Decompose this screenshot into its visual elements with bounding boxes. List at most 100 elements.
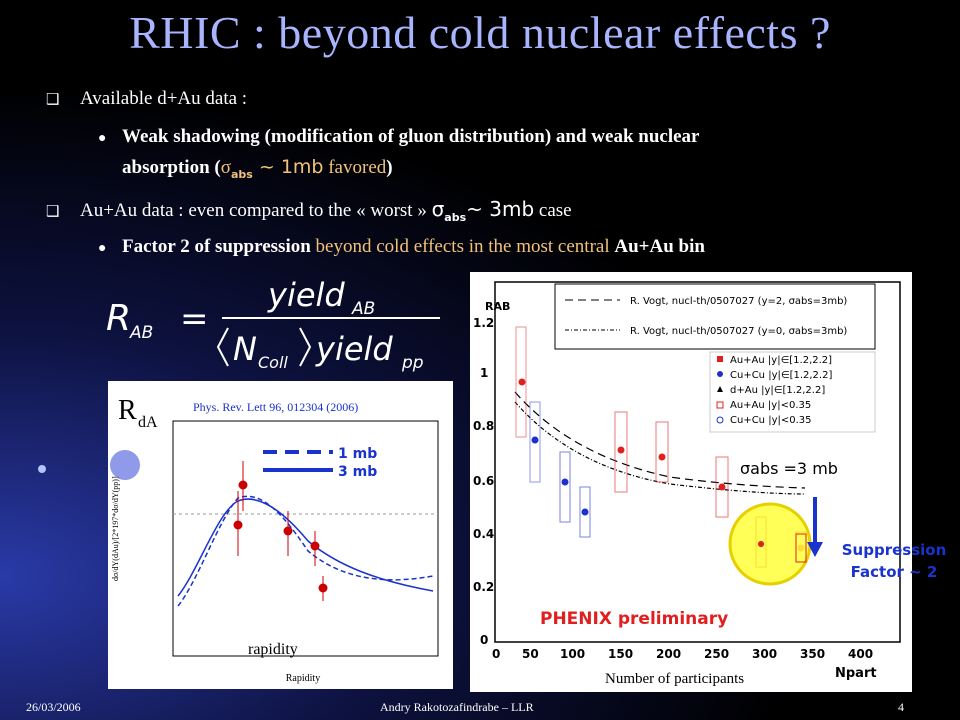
footer-page: 4 <box>898 700 904 714</box>
planet-decoration-2 <box>110 450 140 480</box>
paren-close: ) <box>386 157 393 178</box>
sigma-value: ~ 3mb <box>466 197 535 221</box>
angle-right-icon <box>299 327 312 367</box>
svg-text:0: 0 <box>480 633 488 647</box>
sigma-symbol: σ <box>431 197 445 221</box>
svg-text:150: 150 <box>608 647 633 661</box>
svg-text:100: 100 <box>560 647 585 661</box>
footer-date: 26/03/2006 <box>26 700 81 714</box>
rapidity-label: rapidity <box>248 641 298 658</box>
eq-ncoll-sub: Coll <box>258 353 288 372</box>
svg-text:0.4: 0.4 <box>473 527 494 541</box>
svg-text:300: 300 <box>752 647 777 661</box>
theory-curve-y2 <box>514 391 806 489</box>
dau-plot-frame <box>172 420 439 657</box>
eq-yield-pp-sub: pp <box>401 353 424 372</box>
svg-text:0.8: 0.8 <box>473 419 494 433</box>
sigma-symbol: σ <box>220 157 231 178</box>
bullet-dau: ❑ Available d+Au data : <box>46 88 247 110</box>
bullet-text-line2: absorption ( <box>122 157 221 178</box>
legend-cucu-mid-marker <box>716 416 724 424</box>
participants-label: Number of participants <box>605 671 744 687</box>
svg-text:250: 250 <box>704 647 729 661</box>
eq-sign: = <box>180 299 209 339</box>
bullet-shadowing: ● Weak shadowing (modification of gluon d… <box>98 123 938 189</box>
theory-curve-y0 <box>514 401 806 495</box>
svg-text:0.2: 0.2 <box>473 580 494 594</box>
sigma-label: σabs =3 mb <box>740 459 838 478</box>
dau-xlabel: Rapidity <box>286 673 320 684</box>
citation-text: Phys. Rev. Lett 96, 012304 (2006) <box>193 400 358 414</box>
bullet-text: Available d+Au data : <box>80 88 248 109</box>
point-5 <box>318 583 328 593</box>
rab-equation: R AB = yield AB N Coll yield pp <box>106 276 440 372</box>
svg-text:200: 200 <box>656 647 681 661</box>
case-text: case <box>534 200 572 221</box>
eq-lhs-sub: AB <box>129 323 153 343</box>
svg-text:1.2: 1.2 <box>473 316 494 330</box>
legend-auau-fwd-marker <box>717 356 723 362</box>
theory-legend-text-1: R. Vogt, nucl-th/0507027 (y=2, σabs=3mb) <box>630 296 847 307</box>
suppression-line-1: Suppression <box>841 541 947 559</box>
theory-legend <box>554 283 876 350</box>
svg-text:50: 50 <box>522 647 539 661</box>
legend-cucu-fwd: Cu+Cu |y|∈[1.2,2.2] <box>730 370 832 381</box>
data-legend <box>709 351 876 433</box>
auau-xlabel: Npart <box>835 666 877 681</box>
legend-cucu-mid: Cu+Cu |y|<0.35 <box>730 415 812 426</box>
curve-3mb <box>177 495 434 607</box>
planet-decoration <box>38 465 46 473</box>
bullet-auau: ❑ Au+Au data : even compared to the « wor… <box>46 197 572 224</box>
svg-text:0: 0 <box>492 647 500 661</box>
point-1 <box>233 520 243 530</box>
legend-dau-marker <box>717 386 723 392</box>
preliminary-label: PHENIX preliminary <box>540 609 728 629</box>
eq-yield-pp: yield <box>315 330 393 368</box>
auau-ylabel: RAB <box>485 300 510 313</box>
point-3 <box>283 526 293 536</box>
legend-auau-fwd: Au+Au |y|∈[1.2,2.2] <box>730 355 832 366</box>
legend-auau-mid: Au+Au |y|<0.35 <box>730 400 811 411</box>
central-bin-highlight <box>728 502 812 586</box>
legend-auau-mid-marker <box>716 401 724 409</box>
suppression-line-2: Factor ~ 2 <box>850 563 938 581</box>
favored-text: favored <box>323 157 387 178</box>
svg-text:1: 1 <box>480 366 488 380</box>
point-2 <box>238 480 248 490</box>
bullet-factor2: ● Factor 2 of suppression beyond cold eff… <box>98 236 705 258</box>
auau-plot-frame <box>494 281 901 643</box>
svg-text:350: 350 <box>800 647 825 661</box>
eq-numerator-sub: AB <box>351 299 375 319</box>
sigma-value: ~ 1mb <box>252 156 324 178</box>
suppression-arrow-head-icon <box>807 542 823 557</box>
eq-numerator: yield <box>267 276 345 314</box>
dau-ylabel: dσ/dY(dAu)/[2*197*dσ/dY(pp)] <box>111 476 120 581</box>
theory-legend-text-2: R. Vogt, nucl-th/0507027 (y=0, σabs=3mb) <box>630 326 847 337</box>
svg-text:400: 400 <box>848 647 873 661</box>
sigma-sub: abs <box>444 211 467 224</box>
bullet-dot-icon: ● <box>98 241 107 256</box>
eq-lhs: R <box>106 298 131 339</box>
bullet-text: Au+Au data : even compared to the « wors… <box>80 200 432 221</box>
rda-label-sub: dA <box>138 414 158 431</box>
auau-plot-panel: R. Vogt, nucl-th/0507027 (y=2, σabs=3mb)… <box>470 272 912 692</box>
slide-title: RHIC : beyond cold nuclear effects ? <box>129 7 831 58</box>
bullet-text-line1: Weak shadowing (modification of gluon di… <box>122 126 700 147</box>
legend-3mb-label: 3 mb <box>338 464 377 480</box>
bullet-marker-icon: ❑ <box>46 90 60 108</box>
legend-dau: d+Au |y|∈[1.2,2.2] <box>730 385 825 396</box>
beyond-text: beyond cold effects in the most central <box>310 236 615 257</box>
auau-plot: R. Vogt, nucl-th/0507027 (y=2, σabs=3mb)… <box>473 281 901 687</box>
angle-left-icon <box>216 327 229 367</box>
auau-bin-text: Au+Au bin <box>614 236 705 257</box>
dau-plot-panel: R dA Phys. Rev. Lett 96, 012304 (2006) 1… <box>108 381 453 689</box>
legend-1mb-label: 1 mb <box>338 446 377 462</box>
bullet-dot-icon: ● <box>98 131 107 146</box>
svg-text:0.6: 0.6 <box>473 474 494 488</box>
eq-ncoll: N <box>233 330 257 368</box>
suppression-label: Suppression Factor ~ 2 <box>828 539 960 583</box>
point-4 <box>310 541 320 551</box>
footer-author: Andry Rakotozafindrabe – LLR <box>380 700 534 714</box>
sigma-sub: abs <box>230 167 253 181</box>
legend-cucu-fwd-marker <box>717 371 723 377</box>
